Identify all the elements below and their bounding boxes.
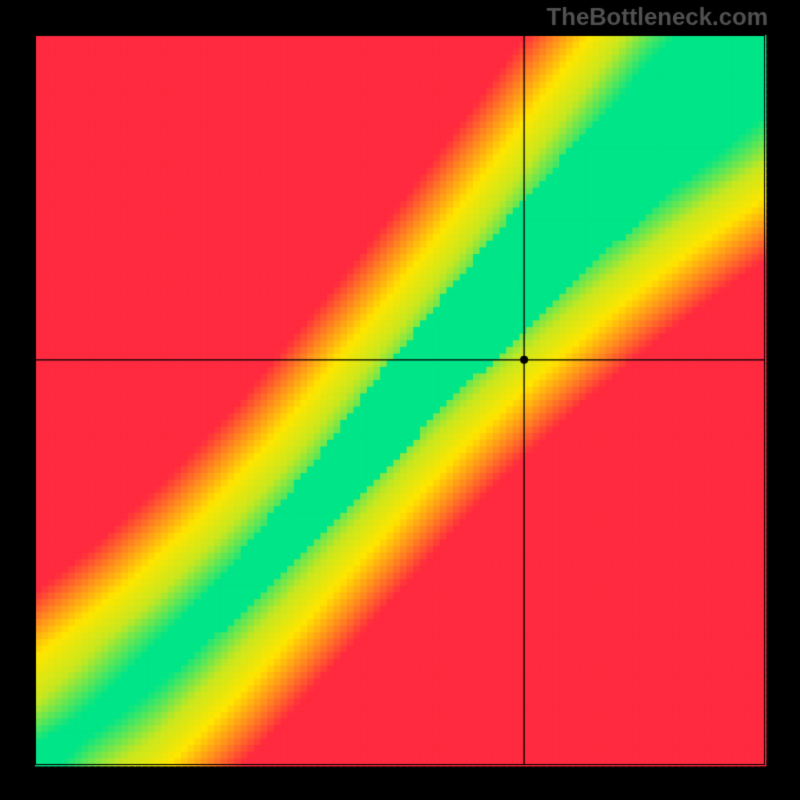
- bottleneck-heatmap: [0, 0, 800, 800]
- chart-container: [0, 0, 800, 800]
